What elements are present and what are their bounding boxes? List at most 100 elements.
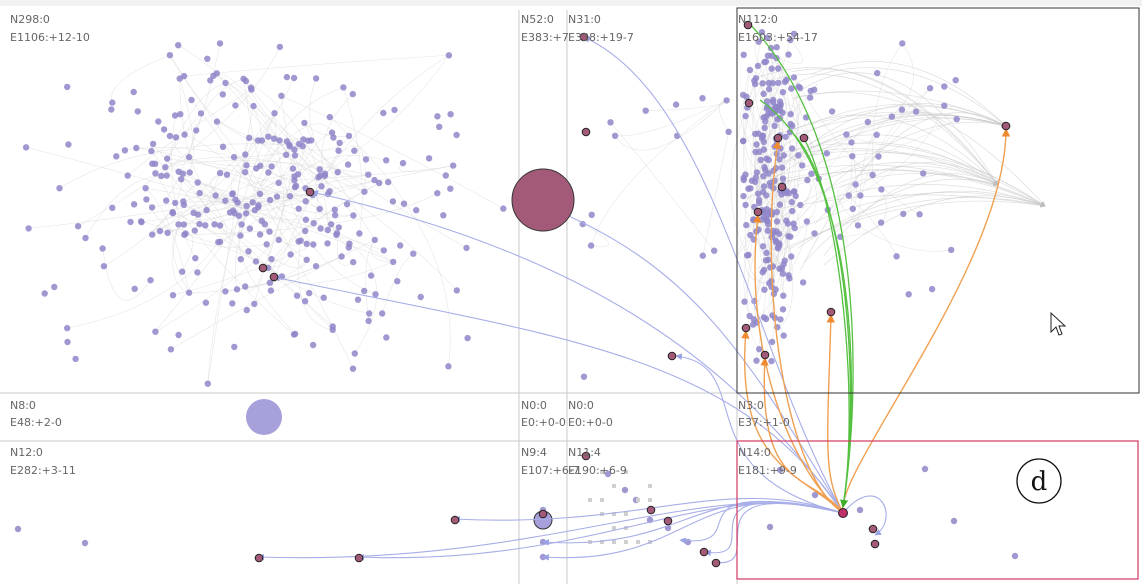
graph-node — [747, 185, 754, 192]
graph-edge — [260, 87, 344, 166]
graph-edge — [172, 224, 190, 293]
graph-node — [204, 380, 211, 387]
cell-label-c13-nodes: N3:0 — [738, 399, 764, 412]
graph-node — [237, 256, 244, 263]
focus-region-box[interactable] — [736, 7, 1140, 394]
graph-edge — [784, 103, 1007, 166]
graph-node — [854, 222, 862, 229]
graph-node — [268, 163, 275, 170]
graph-node — [149, 140, 157, 148]
graph-node — [219, 91, 226, 98]
graph-node — [785, 51, 792, 58]
graph-edge — [259, 140, 309, 235]
annotation-label: d — [1031, 467, 1048, 497]
graph-node — [604, 470, 612, 478]
highlighted-node — [760, 350, 770, 360]
graph-edge — [184, 134, 299, 242]
graph-edge — [189, 172, 227, 235]
graph-node — [760, 183, 768, 190]
graph-node — [152, 170, 159, 177]
graph-node — [243, 162, 250, 169]
graph-node — [453, 131, 460, 139]
green-edge — [804, 139, 850, 508]
cell-label-c00-nodes: N298:0 — [10, 13, 50, 26]
graph-node — [607, 119, 614, 126]
graph-node — [768, 338, 776, 346]
graph-node — [278, 92, 285, 100]
graph-node — [315, 174, 322, 181]
graph-node — [755, 199, 763, 206]
graph-edge — [582, 223, 610, 247]
cell-glyph — [624, 512, 628, 516]
graph-node — [684, 538, 692, 546]
graph-node — [762, 315, 770, 323]
graph-edge — [791, 68, 999, 186]
graph-node — [180, 72, 188, 80]
graph-node — [203, 206, 210, 214]
graph-node — [194, 179, 201, 186]
graph-node — [180, 221, 188, 228]
graph-node — [807, 94, 814, 101]
graph-node — [181, 131, 188, 138]
graph-node — [309, 341, 317, 349]
graph-edge — [270, 54, 450, 291]
graph-edge — [237, 113, 275, 236]
graph-node — [212, 192, 219, 199]
graph-node — [795, 152, 802, 159]
graph-edge — [776, 39, 803, 64]
graph-node — [231, 343, 238, 351]
graph-node — [790, 74, 798, 81]
graph-node — [811, 86, 818, 94]
graph-edge — [800, 191, 1046, 229]
graph-node — [186, 169, 193, 176]
graph-node — [312, 263, 320, 270]
graph-node — [124, 172, 131, 179]
graph-node — [302, 198, 309, 205]
graph-node — [345, 132, 353, 140]
graph-node — [335, 224, 342, 231]
selection-box[interactable] — [736, 440, 1139, 580]
graph-node — [166, 132, 174, 140]
graph-node — [768, 65, 775, 72]
cell-label-c12-nodes: N0:0 — [568, 399, 594, 412]
graph-edge — [216, 73, 330, 192]
graph-node — [777, 145, 784, 152]
graph-node — [808, 170, 815, 177]
top-strip — [0, 0, 1142, 6]
graph-node — [343, 201, 351, 208]
graph-node — [245, 248, 252, 255]
graph-node — [453, 287, 460, 294]
outgoing-edge — [675, 353, 844, 514]
graph-node — [763, 215, 770, 222]
graph-node — [286, 193, 294, 200]
graph-node — [215, 238, 222, 246]
graph-node — [148, 147, 155, 155]
graph-node — [773, 218, 781, 225]
graph-node — [25, 225, 32, 232]
graph-node — [330, 134, 337, 141]
graph-edge — [304, 122, 350, 137]
graph-node — [121, 147, 129, 154]
graph-edge — [343, 87, 363, 234]
graph-node — [263, 241, 270, 248]
graph-node — [777, 316, 784, 323]
graph-node — [762, 118, 769, 125]
cell-label-c22-nodes: N11:4 — [568, 446, 601, 459]
cell-glyph — [624, 540, 628, 544]
graph-node — [746, 66, 754, 74]
graph-node — [193, 127, 200, 134]
graph-node — [238, 221, 245, 228]
large-highlighted-node — [511, 168, 575, 232]
outgoing-edge — [542, 204, 844, 514]
graph-node — [900, 210, 907, 218]
graph-node — [266, 196, 274, 204]
graph-node — [291, 184, 299, 191]
graph-node — [246, 225, 254, 232]
graph-node — [134, 108, 141, 115]
graph-node — [761, 164, 768, 171]
graph-node — [765, 221, 772, 228]
graph-node — [417, 293, 424, 301]
graph-node — [763, 206, 770, 213]
